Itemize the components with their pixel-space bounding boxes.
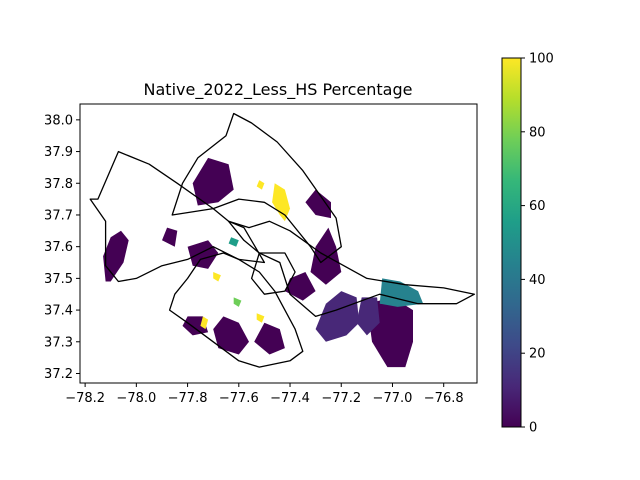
region-central-lime — [233, 297, 242, 307]
county-outline-richmond — [250, 252, 296, 295]
region-hanover-spot — [256, 180, 265, 190]
county-outline-hanover — [171, 112, 342, 264]
region-hanover-east — [305, 189, 331, 219]
county-outline-goochland — [89, 150, 266, 283]
colorbar-gradient — [501, 57, 522, 428]
county-outlines-layer — [89, 112, 476, 368]
region-west-end-teal — [228, 237, 239, 247]
y-tick-label: 38.0 — [44, 113, 73, 128]
x-tick-label: −77.6 — [219, 391, 259, 406]
region-eastern-mid-b — [356, 297, 380, 336]
region-hanover-north — [192, 157, 234, 206]
colorbar-tick-label: 40 — [529, 273, 546, 288]
y-tick-label: 37.8 — [44, 177, 73, 192]
region-west-end-b — [162, 227, 178, 247]
colorbar-tick-label: 100 — [529, 52, 554, 67]
x-tick-label: −78.0 — [116, 391, 156, 406]
colorbar-tick-label: 80 — [529, 125, 546, 140]
map-title: Native_2022_Less_HS Percentage — [144, 80, 413, 100]
region-chester-south-b — [254, 322, 285, 355]
y-tick-label: 37.4 — [44, 304, 73, 319]
x-axis: −78.2 −78.0 −77.8 −77.6 −77.4 −77.2 −77.0 −76.8 — [65, 383, 464, 406]
colorbar-tick-label: 20 — [529, 347, 546, 362]
y-tick-label: 37.2 — [44, 367, 73, 382]
y-tick-label: 37.7 — [44, 208, 73, 223]
region-eastern-mid-a — [315, 291, 360, 342]
x-tick-label: −77.8 — [168, 391, 208, 406]
region-goochland-west — [103, 230, 129, 282]
x-tick-label: −77.2 — [321, 391, 361, 406]
region-small-yellow-c — [256, 313, 265, 323]
colorbar-ticks: 0 20 40 60 80 100 — [521, 52, 554, 436]
region-hanover-yellow — [272, 183, 290, 222]
county-outline-henrico — [227, 220, 476, 318]
y-tick-label: 37.6 — [44, 240, 73, 255]
region-henrico-east-b — [284, 272, 316, 301]
x-tick-label: −76.8 — [424, 391, 464, 406]
region-small-yellow-a — [213, 272, 221, 282]
region-small-yellow-b — [200, 316, 209, 330]
y-axis: 37.2 37.3 37.4 37.5 37.6 37.7 37.8 37.9 38.0 — [44, 113, 80, 382]
x-tick-label: −77.0 — [373, 391, 413, 406]
county-outline-chesterfield — [168, 252, 304, 368]
regions-layer — [103, 157, 424, 368]
y-tick-label: 37.5 — [44, 272, 73, 287]
colorbar-tick-label: 0 — [529, 421, 537, 436]
x-tick-label: −78.2 — [65, 391, 105, 406]
plot-frame — [79, 103, 478, 384]
y-tick-label: 37.3 — [44, 335, 73, 350]
region-eastern-teal — [379, 278, 424, 307]
colorbar-tick-label: 60 — [529, 199, 546, 214]
y-tick-label: 37.9 — [44, 145, 73, 160]
x-tick-label: −77.4 — [270, 391, 310, 406]
region-west-end-a — [187, 240, 219, 269]
colorbar: 0 20 40 60 80 100 — [501, 52, 554, 436]
region-chester-south-a — [213, 316, 249, 355]
